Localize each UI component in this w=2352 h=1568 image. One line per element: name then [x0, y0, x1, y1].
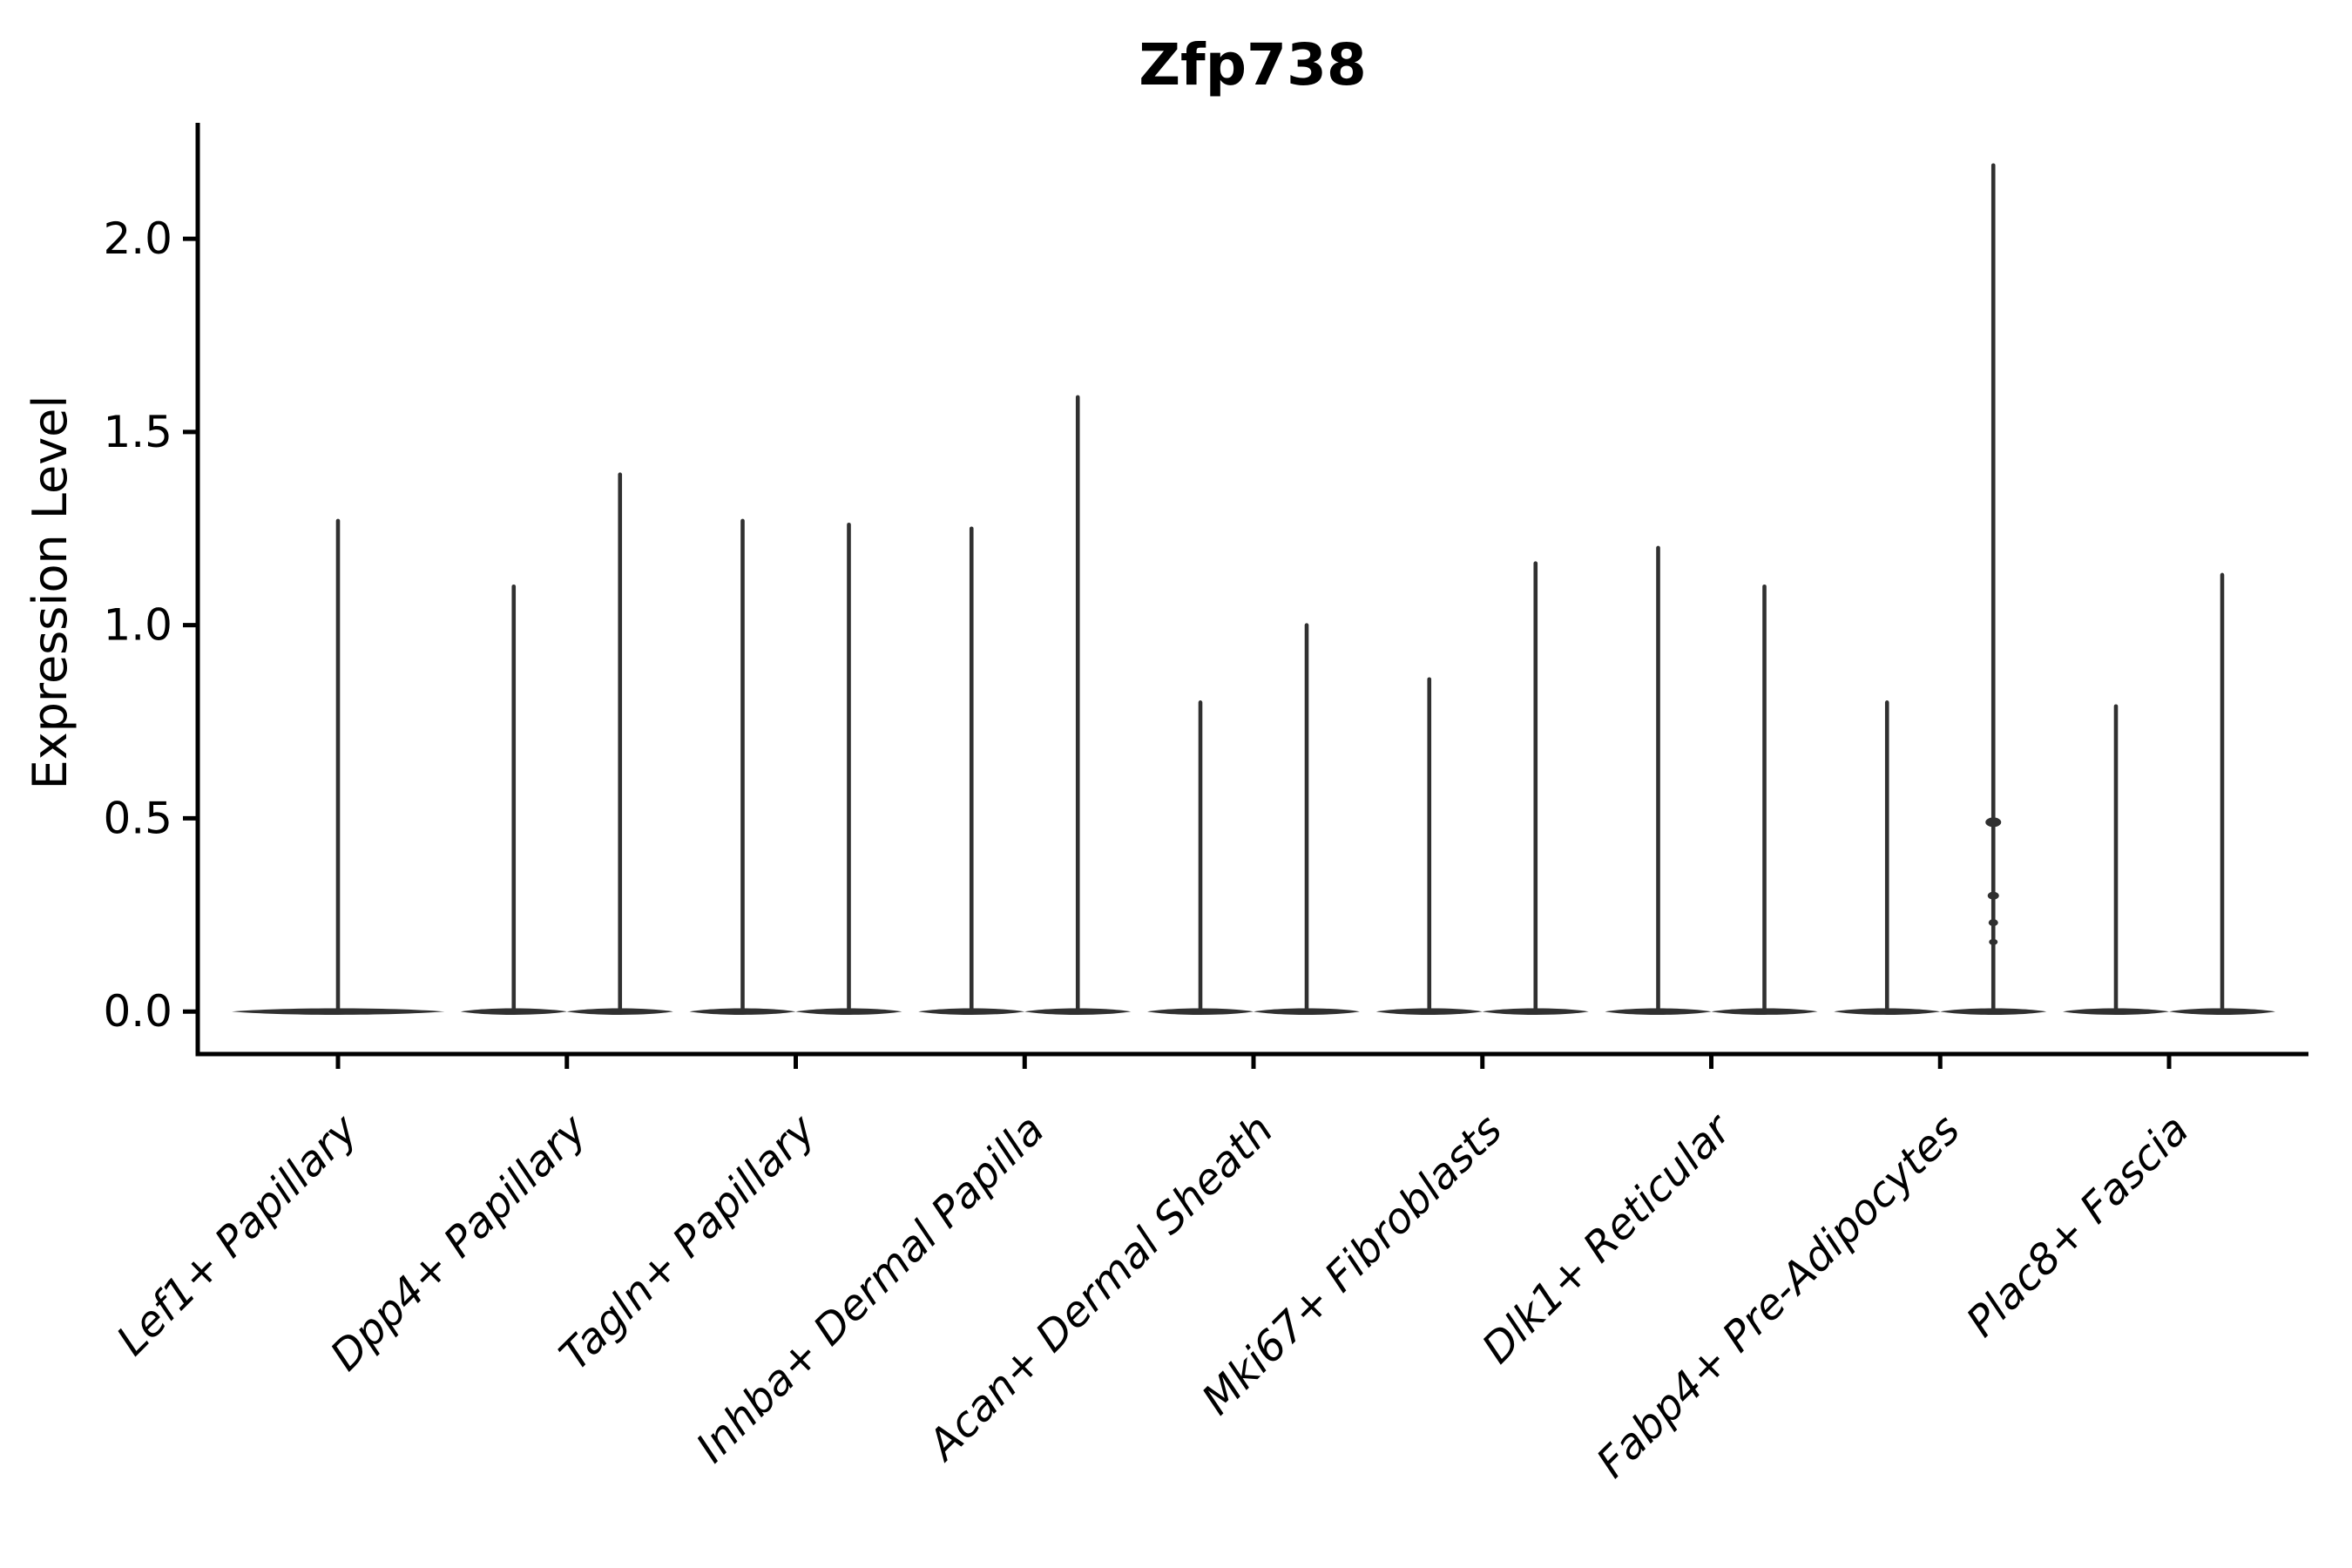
y-tick-label: 0.0: [103, 986, 172, 1037]
y-tick-label: 2.0: [103, 213, 172, 264]
y-axis-label: Expression Level: [23, 395, 78, 790]
y-tick-label: 1.5: [103, 407, 172, 457]
x-tick-label: Fabp4+ Pre-Adipocytes: [1587, 1105, 1970, 1488]
x-tick-label: Tagln+ Papillary: [551, 1105, 826, 1380]
x-tick-label: Plac8+ Fascia: [1957, 1105, 2199, 1347]
x-tick-label: Dpp4+ Papillary: [321, 1105, 597, 1380]
chart-title: Zfp738: [1139, 31, 1367, 98]
violin-density-bump: [1987, 891, 1999, 900]
y-tick-label: 1.0: [103, 600, 172, 651]
violin-density-bump: [1988, 919, 1998, 927]
y-axis-ticks: 0.0 0.5 1.0 1.5 2.0: [103, 213, 198, 1037]
violins-layer: [232, 163, 2275, 1015]
x-tick-label: Lef1+ Papillary: [107, 1105, 368, 1365]
violin-density-bump: [1989, 938, 1998, 945]
violin-density-bump: [1985, 817, 2002, 828]
y-tick-label: 0.5: [103, 793, 172, 843]
x-tick-label: Dlk1+ Reticular: [1473, 1104, 1743, 1374]
